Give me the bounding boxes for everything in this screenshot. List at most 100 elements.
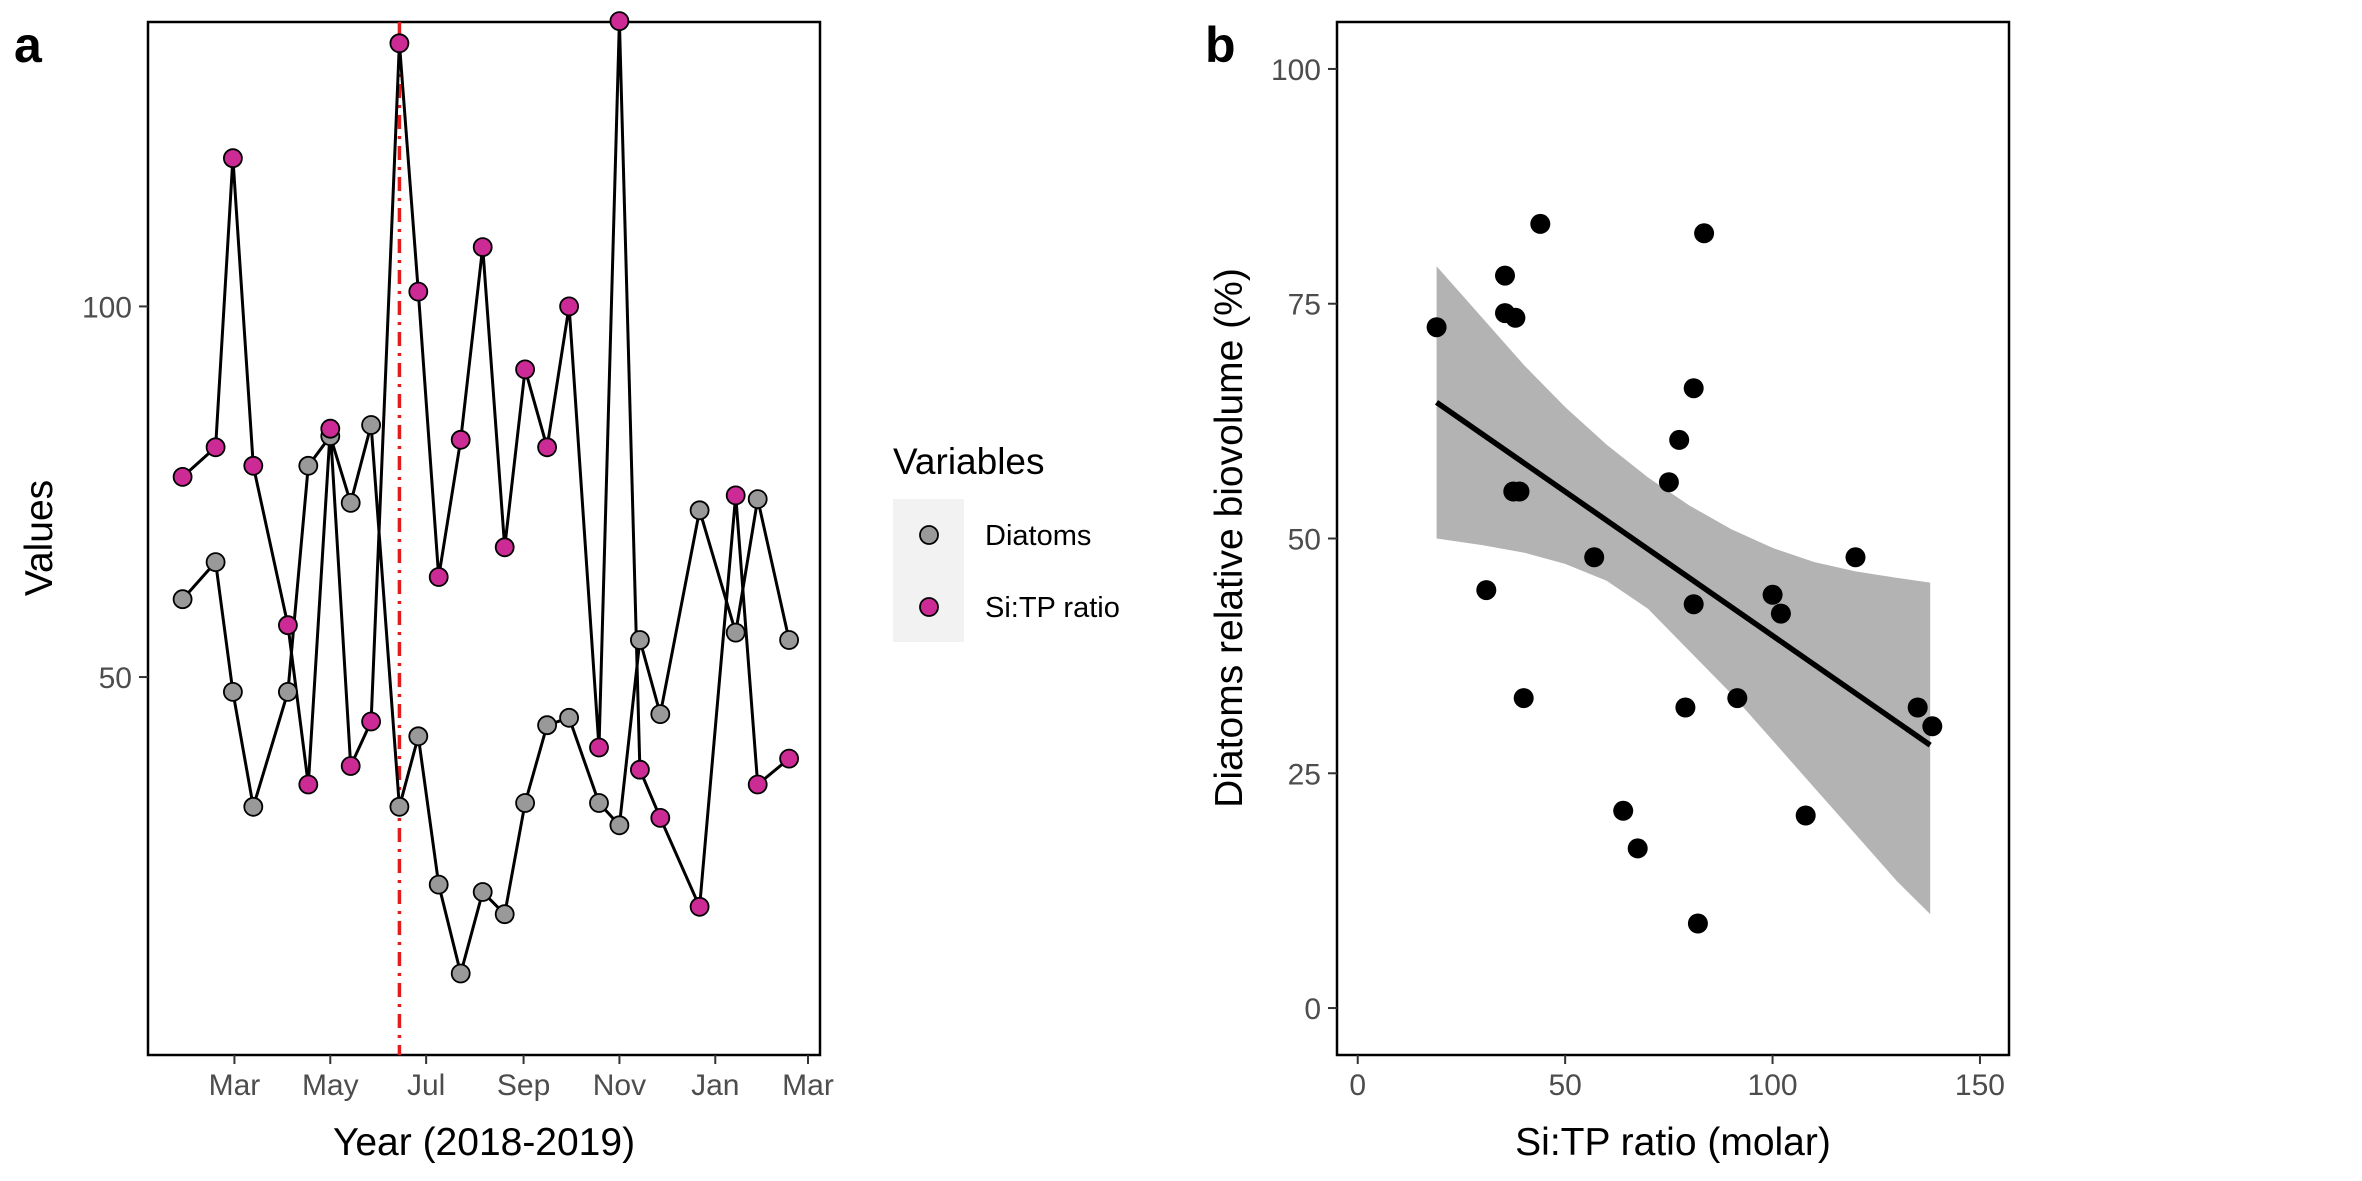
legend-label-diatoms: Diatoms xyxy=(985,520,1091,552)
panel-b-x-ticks: 0 50 100 150 xyxy=(1349,1055,2005,1102)
panel-a-x-tick-label: Mar xyxy=(209,1069,261,1102)
panel-a-point-diatoms xyxy=(515,793,535,813)
panel-a-point-diatoms xyxy=(361,415,382,435)
panel-a-x-tick-label: Mar xyxy=(782,1069,834,1102)
panel-b-x-tick-label: 50 xyxy=(1548,1069,1581,1102)
panel-a-point-diatoms xyxy=(205,552,226,572)
panel-b-point xyxy=(1495,265,1515,286)
legend-label-si-tp-ratio: Si:TP ratio xyxy=(985,592,1120,624)
panel-b-point xyxy=(1762,584,1783,605)
panel-b-point xyxy=(1907,697,1928,718)
panel-b-point xyxy=(1845,547,1866,568)
panel-a-point-diatoms xyxy=(609,815,630,836)
panel-a-point-diatoms xyxy=(779,630,799,650)
panel-b-point xyxy=(1675,697,1696,718)
panel-a-point-diatoms xyxy=(428,874,449,895)
panel-a-point-diatoms xyxy=(559,707,579,728)
panel-b-point xyxy=(1683,378,1704,399)
panel-b-chart: b 0 50 100 150 0 25 50 75 100 Si:TP ratio (mola… xyxy=(1205,17,2011,1164)
panel-b-point xyxy=(1627,838,1648,859)
panel-b-point xyxy=(1476,580,1497,601)
panel-b-ci-band-area xyxy=(1436,266,1931,915)
panel-a-point-diatoms xyxy=(340,492,361,513)
panel-a-point-diatoms xyxy=(172,589,193,610)
panel-b-point xyxy=(1687,913,1708,934)
panel-b-point xyxy=(1505,307,1526,328)
panel-b-y-tick-label: 50 xyxy=(1288,524,1321,557)
panel-a-point-si-tp-ratio xyxy=(630,759,650,780)
panel-b-x-tick-label: 0 xyxy=(1349,1069,1366,1102)
panel-b-confidence-band xyxy=(1436,266,1931,915)
panel-a-point-diatoms xyxy=(222,682,243,702)
panel-a-letter: a xyxy=(14,17,43,73)
panel-a-point-si-tp-ratio xyxy=(340,756,361,776)
panel-a-point-si-tp-ratio xyxy=(559,296,579,317)
panel-a-point-diatoms xyxy=(725,622,746,643)
panel-a-y-ticks: 50 100 xyxy=(82,291,148,695)
panel-b-x-axis-title: Si:TP ratio (molar) xyxy=(1515,1121,1831,1164)
panel-b-letter: b xyxy=(1205,17,1236,73)
panel-b-x-tick-label: 100 xyxy=(1748,1069,1798,1102)
panel-a-point-si-tp-ratio xyxy=(494,537,515,558)
panel-b-point xyxy=(1795,805,1816,826)
panel-b-point xyxy=(1584,547,1605,568)
panel-a-x-tick-label: Nov xyxy=(593,1069,646,1102)
panel-a-point-si-tp-ratio xyxy=(428,567,449,587)
panel-a-point-si-tp-ratio xyxy=(537,437,557,458)
panel-a-point-si-tp-ratio xyxy=(725,485,746,506)
panel-a-point-diatoms xyxy=(243,796,264,817)
panel-b-point xyxy=(1694,223,1715,244)
panel-b-point xyxy=(1530,213,1551,234)
panel-b-y-tick-label: 100 xyxy=(1271,54,1321,87)
panel-a-point-si-tp-ratio xyxy=(205,437,226,458)
panel-b-point xyxy=(1683,594,1704,615)
panel-b-point xyxy=(1613,800,1634,821)
panel-a-point-diatoms xyxy=(689,500,710,521)
panel-b-point xyxy=(1669,429,1690,450)
panel-a-x-ticks: Mar May Jul Sep Nov Jan Mar xyxy=(209,1055,834,1102)
panel-b-point xyxy=(1770,603,1791,624)
legend: Variables Diatoms Si:TP ratio xyxy=(893,441,1120,642)
panel-a-point-diatoms xyxy=(537,715,557,736)
panel-a-x-tick-label: May xyxy=(302,1069,359,1102)
legend-key-background xyxy=(893,499,964,642)
panel-a-point-si-tp-ratio xyxy=(747,774,768,795)
panel-a-point-diatoms xyxy=(472,882,493,902)
panel-a-x-tick-label: Sep xyxy=(497,1069,550,1102)
panel-a-point-si-tp-ratio xyxy=(277,615,298,636)
panel-b-point xyxy=(1509,481,1530,502)
panel-b-fit-line xyxy=(1434,400,1932,748)
panel-b-point xyxy=(1513,688,1534,709)
panel-a-point-si-tp-ratio xyxy=(298,774,319,795)
panel-a-point-si-tp-ratio xyxy=(472,237,493,258)
panel-a-y-tick-label: 100 xyxy=(82,291,132,324)
panel-b-y-tick-label: 75 xyxy=(1288,289,1321,322)
panel-a-point-diatoms xyxy=(589,793,609,813)
panel-a-point-si-tp-ratio xyxy=(609,11,630,32)
panel-a-point-diatoms xyxy=(450,963,471,984)
panel-b-points xyxy=(1426,213,1943,934)
panel-a-point-diatoms xyxy=(630,630,650,650)
panel-a-point-si-tp-ratio xyxy=(408,281,429,302)
panel-b-point xyxy=(1922,716,1943,737)
panel-a-point-diatoms xyxy=(650,704,671,724)
panel-a-point-diatoms xyxy=(277,682,298,702)
panel-b-y-axis-title: Diatoms relative biovolume (%) xyxy=(1208,268,1251,808)
panel-a-point-diatoms xyxy=(389,796,410,817)
panel-a-point-diatoms xyxy=(494,904,515,925)
panel-a-chart: a Mar May Jul Sep Nov Jan Mar 50 100 Year (2018… xyxy=(14,11,834,1164)
panel-a-point-si-tp-ratio xyxy=(172,466,193,487)
panel-a-point-si-tp-ratio xyxy=(450,429,471,450)
panel-b-y-tick-label: 0 xyxy=(1304,993,1321,1026)
panel-a-point-si-tp-ratio xyxy=(222,148,243,169)
panel-a-point-si-tp-ratio xyxy=(779,748,799,769)
panel-a-y-tick-label: 50 xyxy=(99,662,132,695)
panel-a-point-diatoms xyxy=(408,726,429,747)
panel-a-point-si-tp-ratio xyxy=(243,455,264,476)
legend-key-diatoms xyxy=(919,525,939,545)
panel-a-series xyxy=(172,11,799,984)
panel-b-regression-line xyxy=(1434,400,1932,748)
panel-a-y-axis-title: Values xyxy=(18,480,61,596)
panel-b-point xyxy=(1426,317,1447,338)
panel-a-x-tick-label: Jan xyxy=(691,1069,739,1102)
